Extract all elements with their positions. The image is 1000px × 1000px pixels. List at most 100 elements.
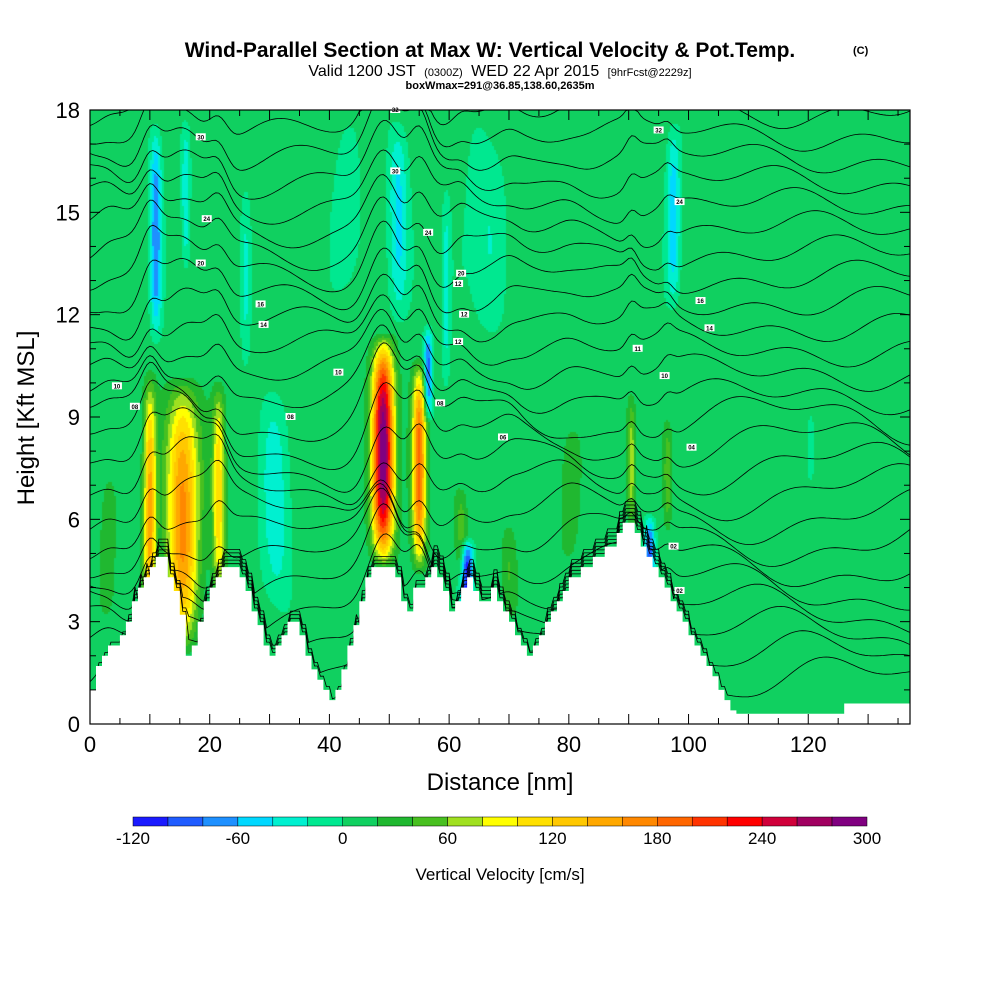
x-tick-label: 120 — [790, 732, 827, 757]
colorbar-swatch — [622, 816, 658, 827]
copyright-mark: (C) — [853, 45, 869, 57]
box-wmax-line: boxWmax=291@36.85,138.60,2635m — [406, 80, 595, 92]
colorbar-swatch — [796, 816, 833, 827]
y-tick-label: 0 — [68, 712, 80, 737]
contour-label: 11 — [634, 347, 641, 353]
axis-ticks — [89, 109, 910, 725]
theta-contour-labels: 32 32 30 30 24 24 24 20 20 16 16 14 14 12 12 12 11 10 10 10… — [111, 106, 715, 595]
x-tick-label: 60 — [437, 732, 461, 757]
colorbar-tick-label: 0 — [338, 829, 347, 848]
theta-contour-line — [89, 508, 911, 633]
theta-contour-line — [89, 433, 911, 522]
contour-label-bg — [333, 368, 344, 376]
theta-contour-line — [89, 515, 911, 674]
contour-label: 14 — [260, 323, 267, 329]
theta-contour-line — [89, 220, 911, 294]
contour-label-bg — [111, 382, 122, 390]
theta-contour-line — [89, 342, 911, 446]
contour-label: 14 — [706, 326, 713, 332]
theta-contour-line — [89, 324, 911, 416]
x-tick-label: 20 — [197, 732, 221, 757]
valid-utc: (0300Z) — [424, 67, 463, 79]
contour-label: 06 — [500, 435, 507, 441]
colorbar-swatch — [657, 816, 693, 827]
y-tick-label: 6 — [68, 507, 80, 532]
colorbar-tick-label: 240 — [748, 829, 776, 848]
contour-label-bg — [129, 402, 140, 410]
x-tick-label: 80 — [557, 732, 581, 757]
contour-label-bg — [695, 297, 706, 305]
colorbar-swatch — [831, 816, 868, 827]
theta-contour-line — [89, 120, 911, 200]
contour-label: 02 — [670, 545, 677, 551]
terrain-profile — [90, 522, 910, 724]
contour-label-bg — [632, 344, 643, 352]
colorbar — [132, 816, 868, 827]
contour-label-bg — [195, 133, 206, 141]
chart-title: Wind-Parallel Section at Max W: Vertical… — [185, 39, 796, 62]
contour-label: 20 — [197, 262, 204, 268]
potential-temperature-contours — [89, 109, 911, 700]
contour-label-bg — [674, 198, 685, 206]
contour-label-bg — [653, 126, 664, 134]
theta-contour-line — [89, 196, 911, 271]
x-axis-label: Distance [nm] — [427, 769, 574, 796]
contour-label-bg — [435, 399, 446, 407]
valid-date: WED 22 Apr 2015 — [471, 63, 599, 80]
theta-contour-line — [89, 247, 911, 316]
theta-contour-line — [89, 308, 911, 392]
contour-label: 16 — [257, 302, 264, 308]
colorbar-swatch — [412, 816, 448, 827]
contour-label: 24 — [425, 231, 432, 237]
colorbar-swatch — [132, 816, 169, 827]
contour-label: 04 — [688, 446, 695, 452]
contour-label: 24 — [203, 217, 210, 223]
x-tick-label: 100 — [670, 732, 707, 757]
x-tick-labels: 0 20 40 60 80 100 120 — [84, 732, 827, 757]
contour-label-bg — [195, 259, 206, 267]
colorbar-swatch — [167, 816, 204, 827]
theta-contour-line — [89, 174, 911, 249]
colorbar-tick-labels: -120 -60 0 60 120 180 240 300 — [116, 829, 881, 848]
contour-label-bg — [668, 542, 679, 550]
contour-label: 24 — [676, 200, 683, 206]
contour-label-bg — [674, 586, 685, 594]
contour-label: 20 — [458, 272, 465, 278]
colorbar-swatch — [447, 816, 483, 827]
contour-label: 10 — [661, 374, 668, 380]
contour-label-bg — [459, 310, 470, 318]
theta-contour-line — [89, 487, 911, 587]
colorbar-swatch — [552, 816, 588, 827]
contour-label: 12 — [455, 282, 462, 288]
contour-label-bg — [255, 300, 266, 308]
colorbar-swatch — [377, 816, 413, 827]
forecast-label: [9hrFcst@2229z] — [608, 67, 692, 79]
contour-label-bg — [423, 228, 434, 236]
valid-time-line: Valid 1200 JST (0300Z) WED 22 Apr 2015 [… — [308, 63, 691, 80]
y-axis-label: Height [Kft MSL] — [13, 331, 40, 506]
colorbar-swatch — [237, 816, 274, 827]
colorbar-swatch — [342, 816, 378, 827]
contour-label-bg — [704, 324, 715, 332]
contour-label-bg — [201, 215, 212, 223]
contour-label: 08 — [132, 405, 139, 411]
theta-contour-line — [89, 149, 910, 225]
colorbar-swatch — [587, 816, 623, 827]
contour-label: 16 — [697, 299, 704, 305]
contour-label: 10 — [335, 371, 342, 377]
theta-contour-line — [89, 407, 911, 496]
contour-label: 30 — [392, 169, 399, 175]
contour-label: 10 — [114, 384, 121, 390]
theta-contour-line — [89, 518, 911, 700]
colorbar-tick-label: 180 — [643, 829, 671, 848]
contour-label-bg — [497, 433, 508, 441]
contour-label-bg — [453, 279, 464, 287]
contour-label: 02 — [676, 589, 683, 595]
contour-label: 08 — [437, 401, 444, 407]
contour-label: 30 — [197, 135, 204, 141]
colorbar-swatch — [272, 816, 309, 827]
theta-contour-line — [89, 459, 911, 545]
contour-label-bg — [686, 443, 697, 451]
colorbar-tick-label: 60 — [438, 829, 457, 848]
